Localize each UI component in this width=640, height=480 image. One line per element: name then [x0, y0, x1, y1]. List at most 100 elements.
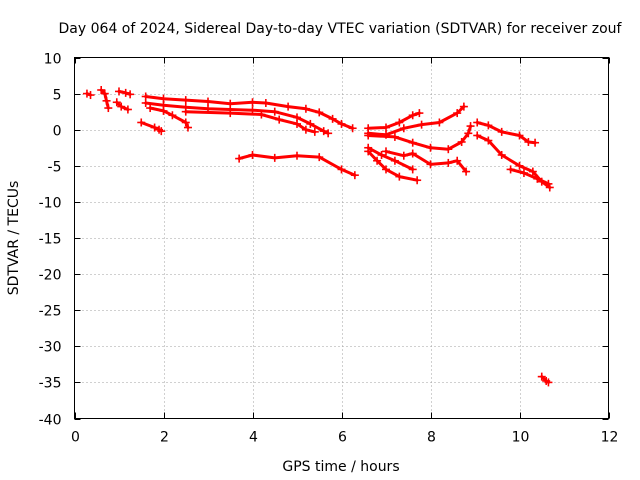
data-point [306, 119, 315, 128]
data-point [270, 153, 279, 162]
data-point [444, 158, 453, 167]
data-point [373, 156, 382, 165]
y-tick-label: 10 [44, 52, 62, 68]
data-point [415, 109, 424, 118]
data-point [417, 120, 426, 129]
y-tick-label: 5 [53, 88, 62, 104]
series-m1 [235, 150, 359, 180]
data-point [531, 138, 540, 147]
data-point [257, 110, 266, 119]
y-tick-label: -20 [39, 268, 62, 284]
data-point [506, 165, 515, 174]
data-point [310, 127, 319, 136]
data-point [364, 143, 373, 152]
series-track [184, 110, 317, 134]
plot-frame [74, 57, 609, 419]
data-point [183, 123, 192, 132]
data-series [82, 85, 554, 387]
data-point [115, 87, 123, 96]
data-point [315, 108, 324, 117]
data-point [248, 150, 257, 159]
data-point [159, 106, 168, 115]
data-point [319, 127, 328, 136]
data-point [324, 129, 333, 138]
data-point [497, 127, 506, 136]
data-point [408, 149, 417, 158]
data-point [181, 96, 190, 105]
data-point [524, 137, 533, 146]
data-point [226, 109, 235, 118]
data-point [466, 122, 475, 131]
data-point [235, 154, 244, 163]
x-tick-label: 10 [512, 430, 530, 446]
series-o1 [537, 372, 553, 387]
series-b2 [364, 102, 468, 139]
data-point [444, 145, 453, 154]
y-tick-label: -30 [39, 340, 62, 356]
series-s3 [146, 104, 192, 132]
data-point [457, 137, 466, 146]
data-point [126, 90, 135, 99]
data-point [395, 118, 404, 127]
y-tick-label: -25 [39, 304, 62, 320]
data-point [261, 98, 270, 107]
x-tick-label: 12 [601, 430, 619, 446]
data-point [293, 119, 301, 128]
series-c1 [473, 118, 540, 147]
series-b4 [382, 147, 471, 176]
data-point [181, 118, 190, 127]
x-tick-label: 0 [71, 430, 80, 446]
data-point [284, 102, 293, 111]
tick-labels: 0 2 4 6 8 10 12 10 5 0 -5 -10 -15 -20 -25 -30 -35 -40 [39, 52, 619, 446]
series-track [366, 146, 415, 171]
data-point [382, 165, 390, 174]
x-axis-label: GPS time / hours [282, 459, 399, 475]
x-tick-label: 4 [249, 430, 258, 446]
data-point [453, 156, 462, 165]
data-point [141, 98, 150, 107]
series-track [509, 167, 550, 186]
y-tick-label: -40 [39, 413, 62, 429]
data-point [293, 151, 301, 160]
data-point [82, 89, 91, 98]
data-point [348, 124, 357, 133]
data-point [408, 138, 417, 147]
data-point [395, 172, 404, 181]
data-point [121, 88, 130, 97]
data-point [533, 174, 542, 183]
data-point [377, 150, 386, 159]
data-point [157, 127, 166, 136]
data-point [204, 97, 212, 106]
y-tick-label: -5 [48, 160, 62, 176]
data-point [137, 118, 146, 127]
data-point [97, 85, 106, 94]
y-tick-label: 0 [53, 124, 62, 140]
data-point [102, 96, 111, 105]
series-b3 [364, 122, 475, 154]
data-point [301, 125, 310, 134]
data-point [350, 171, 359, 180]
data-point [519, 169, 528, 178]
data-point [515, 131, 524, 140]
data-point [426, 160, 435, 169]
data-point [484, 136, 493, 145]
series-a3 [115, 87, 135, 99]
data-point [399, 124, 408, 133]
data-point [337, 165, 346, 174]
data-point [150, 123, 159, 132]
data-point [100, 89, 109, 98]
data-point [382, 147, 390, 156]
data-point [364, 131, 373, 140]
y-tick-label: -35 [39, 376, 62, 392]
y-tick-label: -15 [39, 232, 62, 248]
data-point [104, 104, 113, 113]
series-s2 [141, 98, 333, 138]
series-c2 [473, 131, 554, 192]
series-a4 [112, 98, 132, 114]
data-point [86, 91, 95, 100]
data-point [537, 372, 546, 381]
y-axis-label: SDTVAR / TECUs [6, 181, 22, 296]
x-tick-label: 8 [427, 430, 436, 446]
x-tick-label: 2 [160, 430, 169, 446]
series-s4 [137, 118, 166, 136]
